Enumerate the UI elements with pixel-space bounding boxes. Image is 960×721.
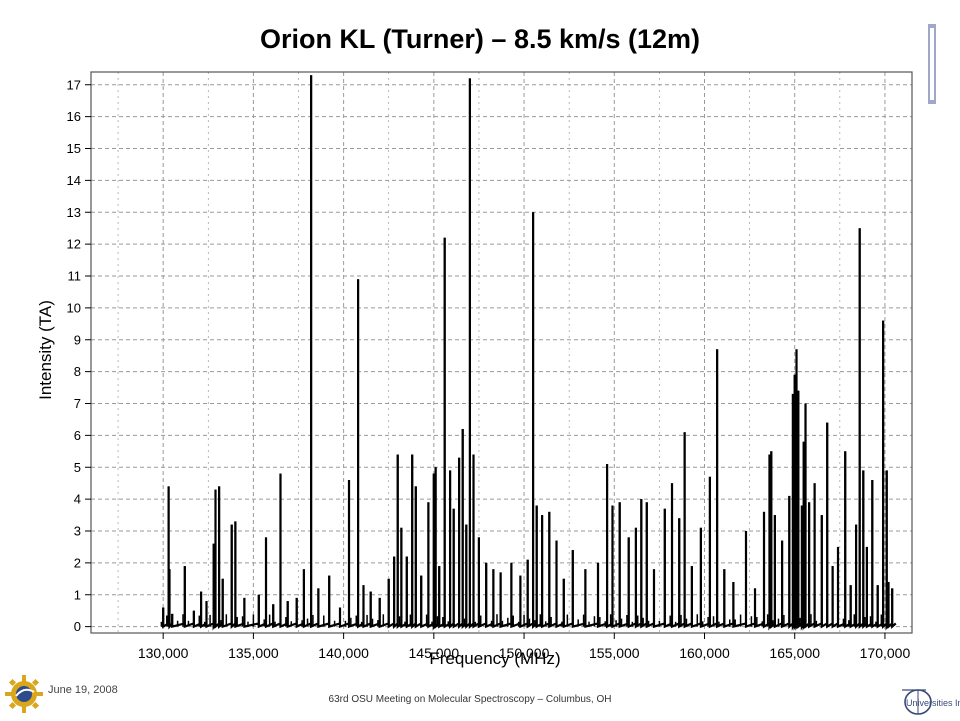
- corner-decoration: [928, 24, 938, 109]
- x-tick-label: 135,000: [228, 645, 279, 661]
- y-tick-label: 9: [74, 332, 81, 347]
- y-tick-label: 3: [74, 524, 81, 539]
- x-tick-label: 140,000: [318, 645, 369, 661]
- y-tick-label: 10: [67, 300, 81, 315]
- x-tick-label: 170,000: [860, 645, 911, 661]
- y-tick-label: 5: [74, 460, 81, 475]
- y-tick-label: 17: [67, 77, 81, 92]
- y-tick-label: 4: [74, 492, 81, 507]
- x-tick-label: 160,000: [679, 645, 730, 661]
- chart-title: Orion KL (Turner) – 8.5 km/s (12m): [259, 24, 701, 54]
- y-tick-label: 8: [74, 364, 81, 379]
- x-tick-label: 150,000: [499, 645, 550, 661]
- x-tick-label: 165,000: [769, 645, 820, 661]
- spectrum-series: [160, 75, 897, 631]
- plot-border: [90, 71, 913, 634]
- spectrum-chart: 130,000 135,000 140,000 145,000 150,000 155,0…: [36, 71, 913, 668]
- x-axis: 130,000 135,000 140,000 145,000 150,000 155,0…: [138, 633, 911, 661]
- x-tick-label: 145,000: [409, 645, 460, 661]
- y-tick-label: 2: [74, 555, 81, 570]
- y-tick-label: 0: [74, 619, 81, 634]
- universities-logo-text: Universities Inc: [906, 698, 960, 708]
- y-tick-label: 15: [67, 141, 81, 156]
- y-tick-label: 12: [67, 237, 81, 252]
- x-axis-label: Frequency (MHz): [429, 649, 560, 668]
- x-tick-label: 155,000: [589, 645, 640, 661]
- x-tick-label: 130,000: [138, 645, 189, 661]
- y-tick-label: 7: [74, 396, 81, 411]
- y-tick-label: 6: [74, 428, 81, 443]
- y-tick-label: 16: [67, 109, 81, 124]
- universities-logo-icon: [896, 680, 936, 721]
- footer-date: June 19, 2008: [48, 684, 118, 696]
- y-tick-label: 14: [67, 173, 81, 188]
- y-axis-label: Intensity (TA): [36, 300, 55, 400]
- y-tick-label: 11: [68, 269, 82, 284]
- y-tick-label: 13: [67, 205, 81, 220]
- meeting-logo-icon: [2, 672, 46, 721]
- y-tick-label: 1: [74, 587, 81, 602]
- footer-meeting: 63rd OSU Meeting on Molecular Spectrosco…: [328, 694, 612, 705]
- plot-frame: [90, 71, 913, 634]
